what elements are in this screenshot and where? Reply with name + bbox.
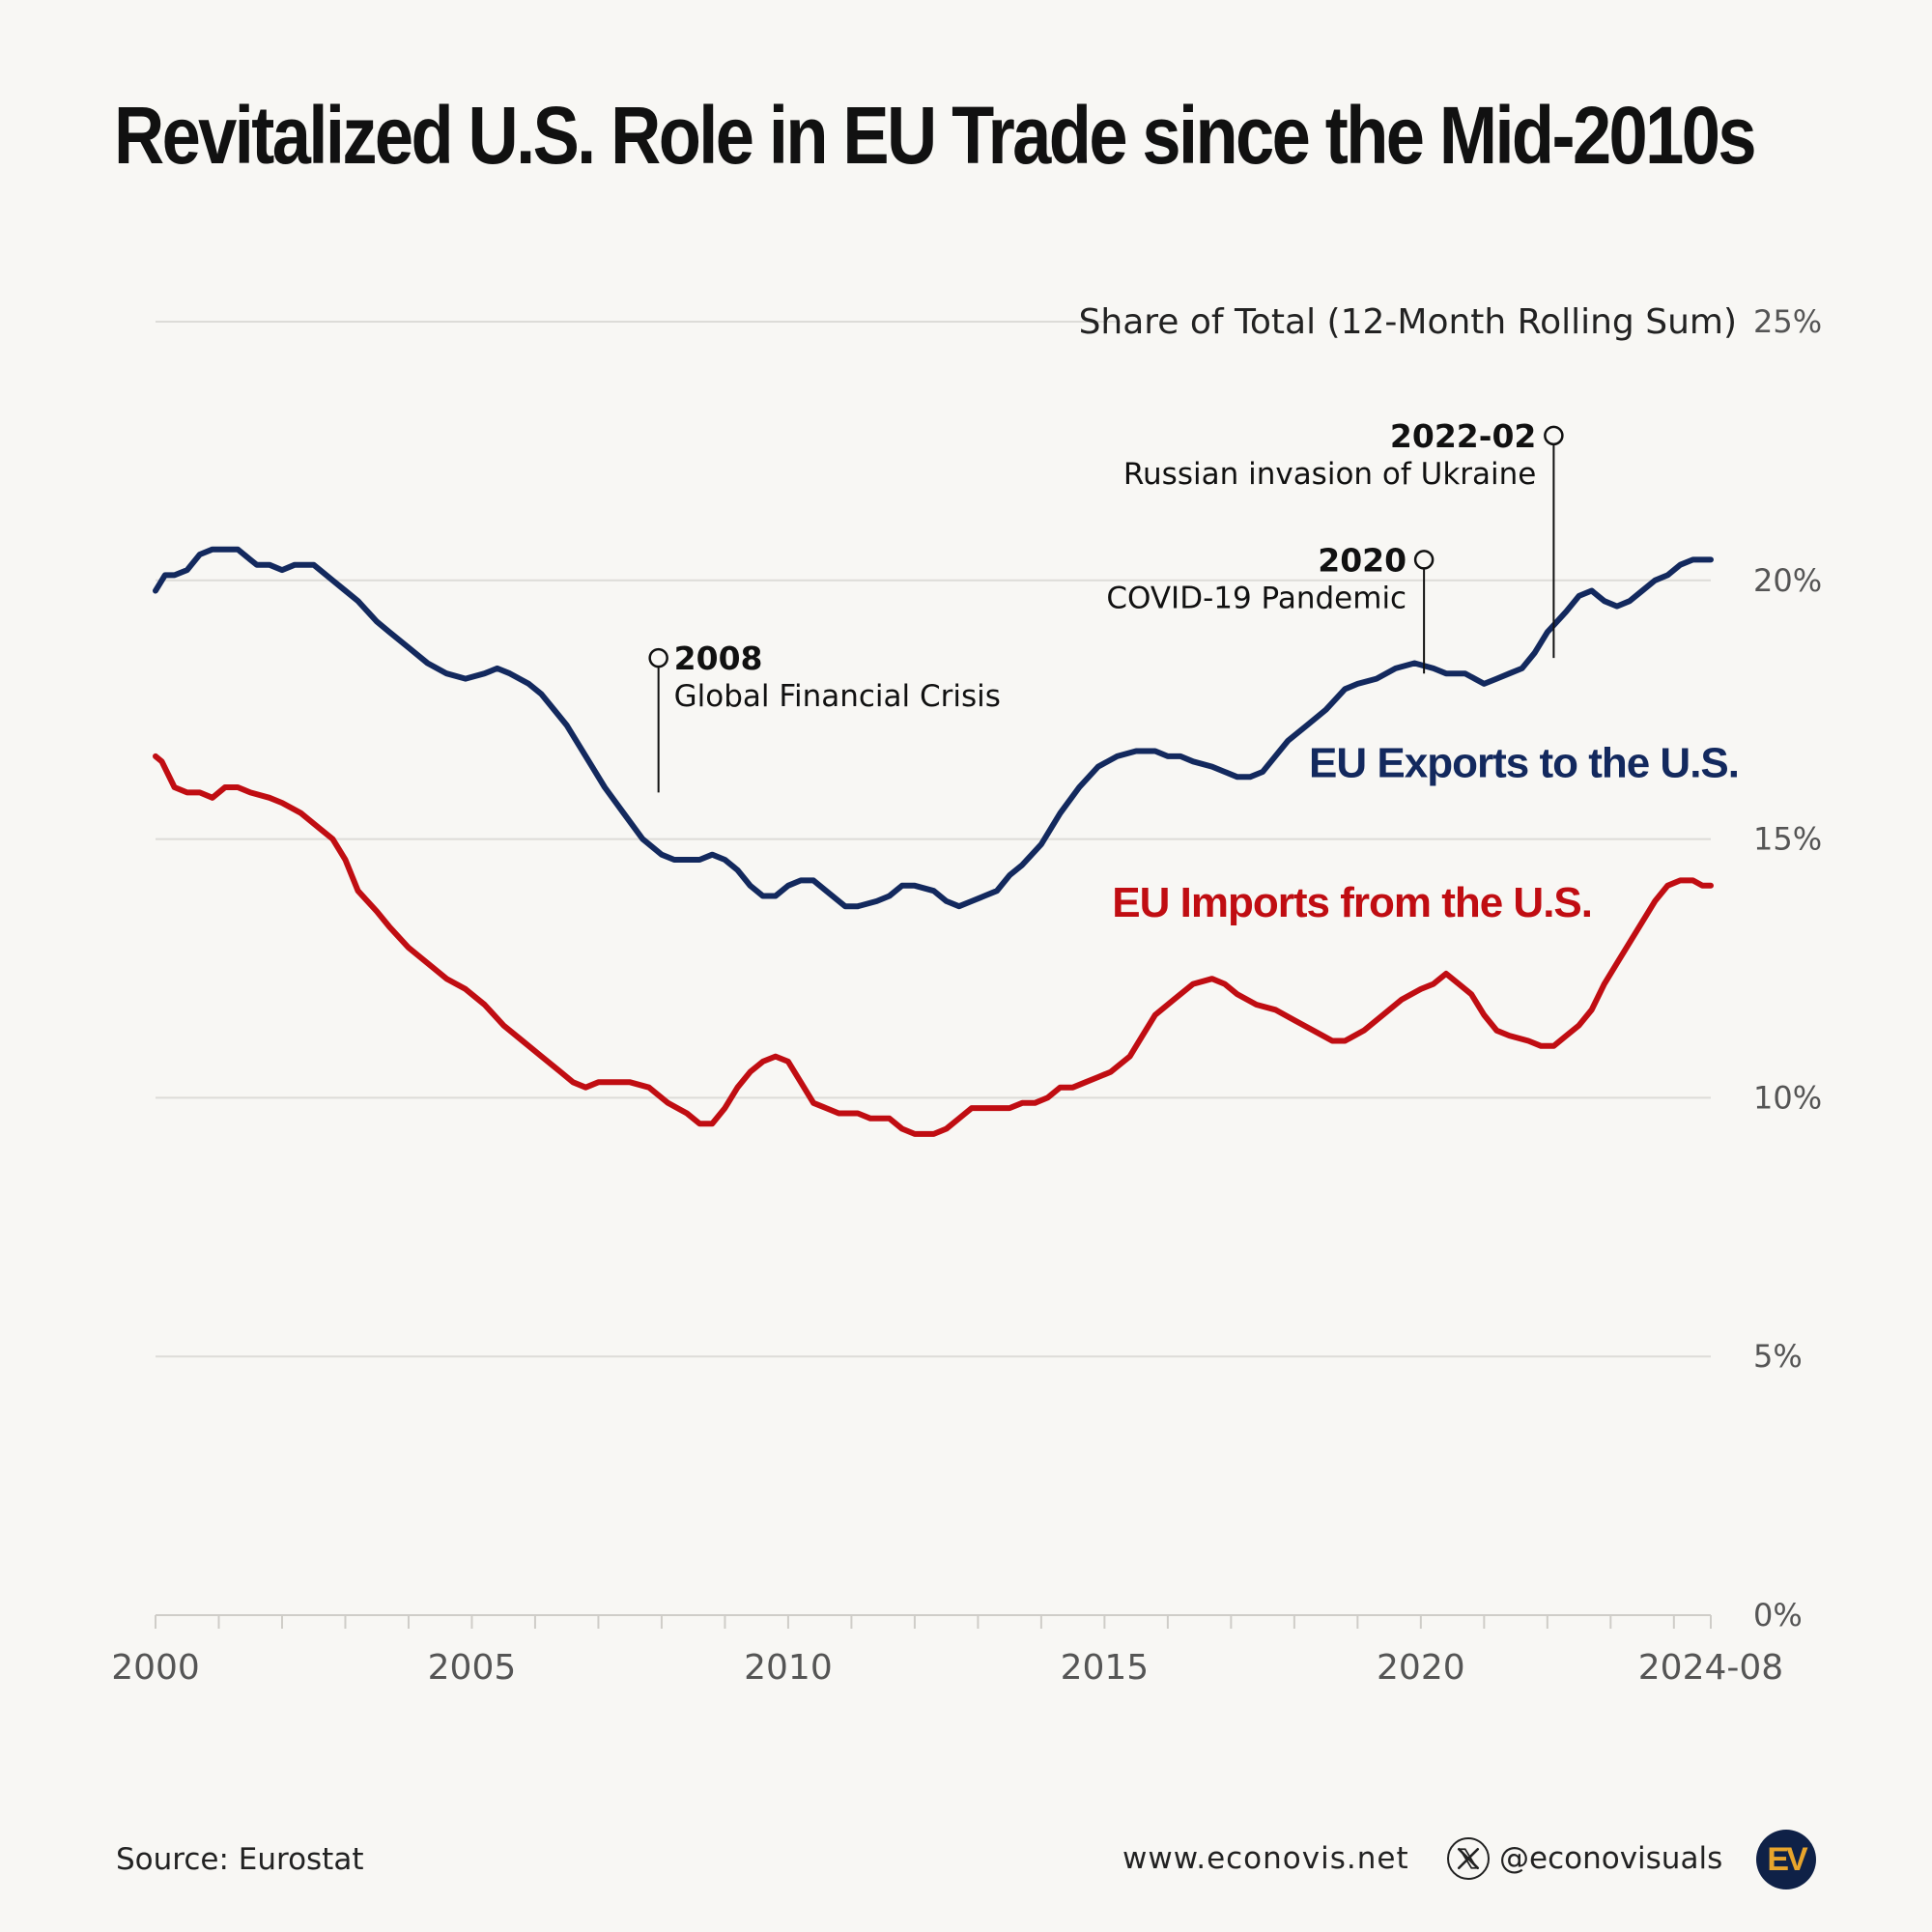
annotation-year: 2022-02	[1390, 417, 1536, 455]
annotation-year: 2020	[1318, 541, 1406, 579]
econovis-logo: EV	[1756, 1830, 1816, 1889]
x-tick-label: 2024-08	[1638, 1648, 1783, 1688]
line-chart: 0% 5% 10% 15% 20% 25% Share of Total (12-Month…	[111, 302, 1822, 1688]
imports-series-label: EU Imports from the U.S.	[1112, 879, 1592, 926]
x-logo-icon[interactable]	[1447, 1837, 1490, 1880]
y-tick-label: 0%	[1753, 1597, 1803, 1634]
y-tick-label: 10%	[1753, 1079, 1822, 1116]
source-note: Source: Eurostat	[116, 1842, 364, 1877]
annotation-text: Global Financial Crisis	[674, 679, 1001, 714]
page-title: Revitalized U.S. Role in EU Trade since …	[114, 90, 1757, 181]
social-handle[interactable]: @econovisuals	[1499, 1841, 1723, 1876]
annotation-marker	[1544, 425, 1564, 446]
y-axis-title: Share of Total (12-Month Rolling Sum)	[1079, 302, 1737, 342]
annotation-marker	[1413, 550, 1435, 570]
x-tick-label: 2010	[744, 1648, 833, 1688]
annotation-text: Russian invasion of Ukraine	[1123, 457, 1537, 492]
annotation-text: COVID-19 Pandemic	[1106, 581, 1406, 615]
x-tick-label: 2020	[1377, 1648, 1465, 1688]
y-tick-label: 20%	[1753, 562, 1822, 599]
annotation-marker	[648, 647, 668, 668]
imports-series-line	[153, 753, 1714, 1137]
y-tick-label: 5%	[1753, 1338, 1803, 1375]
y-tick-label: 15%	[1753, 821, 1822, 858]
x-tick-label: 2000	[111, 1648, 200, 1688]
y-tick-label: 25%	[1753, 303, 1822, 340]
exports-series-label: EU Exports to the U.S.	[1309, 739, 1739, 786]
x-tick-label: 2005	[428, 1648, 517, 1688]
annotation-year: 2008	[674, 639, 763, 677]
x-tick-label: 2015	[1061, 1648, 1150, 1688]
exports-series-line	[153, 546, 1714, 910]
website-link[interactable]: www.econovis.net	[1122, 1841, 1409, 1876]
